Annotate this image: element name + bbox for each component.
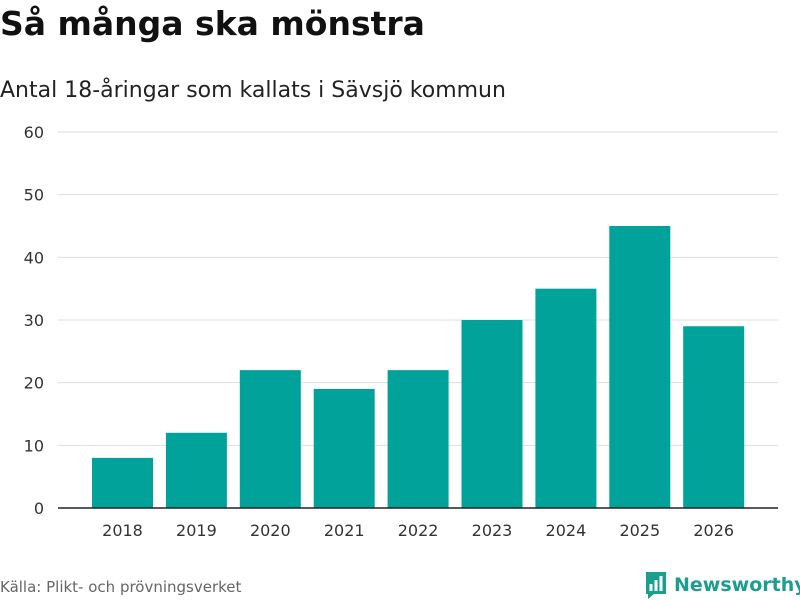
x-axis-labels: 2018 2019 2020 2021 2022 2023 2024 2025 2026 [102, 521, 734, 540]
bar-2019 [165, 432, 227, 508]
bar-2021 [313, 388, 375, 508]
x-tick-label: 2022 [398, 521, 439, 540]
chart-title: Så många ska mönstra [0, 4, 425, 43]
chart-subtitle: Antal 18-åringar som kallats i Sävsjö ko… [0, 78, 506, 103]
x-tick-label: 2018 [102, 521, 143, 540]
x-tick-label: 2024 [546, 521, 587, 540]
y-tick-label: 10 [24, 436, 44, 455]
x-tick-label: 2026 [693, 521, 734, 540]
y-tick-label: 50 [24, 186, 44, 205]
bars [92, 226, 745, 508]
y-tick-label: 0 [34, 499, 44, 518]
bar-2018 [92, 457, 153, 508]
brand-name: Newsworthy [674, 574, 800, 596]
x-tick-label: 2020 [250, 521, 291, 540]
y-tick-label: 40 [24, 248, 44, 267]
chart-logo-icon [646, 572, 666, 599]
y-tick-label: 30 [24, 311, 44, 330]
y-tick-label: 60 [24, 123, 44, 142]
bar-2022 [387, 370, 449, 508]
y-tick-label: 20 [24, 374, 44, 393]
bar-2025 [609, 226, 671, 508]
bar-2026 [683, 326, 745, 508]
bar-2023 [461, 320, 523, 508]
y-axis-labels: 0 10 20 30 40 50 60 [24, 123, 44, 518]
newsworthy-logo: Newsworthy [644, 570, 800, 600]
source-note: Källa: Plikt- och prövningsverket [0, 578, 242, 596]
x-tick-label: 2019 [176, 521, 217, 540]
bar-2020 [239, 370, 301, 508]
x-tick-label: 2025 [619, 521, 660, 540]
x-tick-label: 2021 [324, 521, 365, 540]
x-tick-label: 2023 [472, 521, 513, 540]
bar-2024 [535, 288, 597, 508]
